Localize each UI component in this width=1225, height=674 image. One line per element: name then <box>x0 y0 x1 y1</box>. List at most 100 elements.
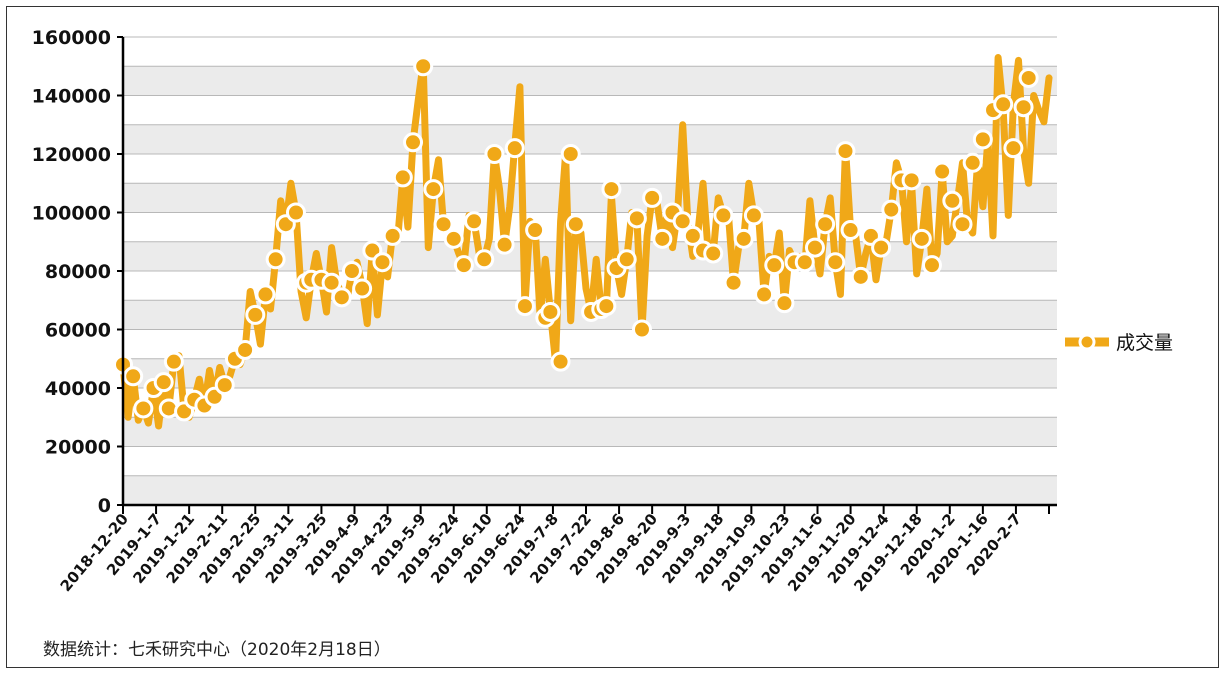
data-point <box>494 234 515 255</box>
series-markers <box>113 56 1039 422</box>
plot-band <box>123 475 1057 505</box>
data-point <box>265 249 286 270</box>
data-point <box>835 141 856 162</box>
y-tick-label: 0 <box>98 495 111 517</box>
data-point <box>631 319 652 340</box>
data-point <box>484 144 505 164</box>
y-tick-label: 20000 <box>45 437 111 459</box>
data-point <box>733 228 754 249</box>
y-axis-ticks: 0 20000 40000 60000 80000 100000 120000 140000 1… <box>32 27 123 517</box>
data-point <box>352 278 373 299</box>
data-point <box>443 228 464 249</box>
x-axis-ticks: 2018-12-202019-1-72019-1-212019-2-112019… <box>57 505 1050 595</box>
plot-band <box>123 66 1057 96</box>
data-point <box>331 287 352 308</box>
data-point <box>321 272 342 293</box>
source-note: 数据统计：七禾研究中心（2020年2月18日） <box>43 640 391 660</box>
plot-band <box>123 446 1057 476</box>
data-point <box>423 179 444 200</box>
data-point <box>764 255 785 276</box>
data-point <box>163 351 184 372</box>
data-point <box>464 211 485 232</box>
data-point <box>616 249 637 270</box>
data-point <box>794 252 815 273</box>
data-point <box>550 351 571 372</box>
data-point <box>713 205 734 226</box>
data-point <box>993 94 1014 115</box>
data-point <box>413 56 434 77</box>
chart-frame: 0 20000 40000 60000 80000 100000 120000 140000 1… <box>6 6 1219 668</box>
legend: 成交量 <box>1065 332 1173 354</box>
data-point <box>514 296 535 317</box>
data-point <box>214 375 235 396</box>
legend-label: 成交量 <box>1116 332 1173 354</box>
data-point <box>921 255 942 276</box>
data-point <box>774 293 795 314</box>
y-tick-label: 100000 <box>32 203 111 225</box>
data-point <box>743 205 764 226</box>
data-point <box>285 202 306 223</box>
y-tick-label: 120000 <box>32 144 111 166</box>
data-point <box>840 220 861 241</box>
data-point <box>392 167 413 188</box>
data-point <box>123 366 144 387</box>
data-point <box>932 161 953 182</box>
data-point <box>372 252 393 273</box>
data-point <box>560 144 581 164</box>
plot-band <box>123 124 1057 154</box>
data-point <box>565 214 586 235</box>
plot-band <box>123 388 1057 418</box>
data-point <box>754 284 775 305</box>
y-tick-label: 140000 <box>32 86 111 108</box>
data-point <box>433 214 454 235</box>
data-point <box>601 179 622 200</box>
data-point <box>255 284 276 305</box>
data-point <box>504 138 525 159</box>
data-point <box>403 132 424 153</box>
data-point <box>133 398 154 419</box>
data-point <box>815 214 836 235</box>
data-point <box>723 272 744 293</box>
data-point <box>626 208 647 229</box>
data-point <box>525 220 546 241</box>
data-point <box>703 243 724 264</box>
data-point <box>1018 67 1039 88</box>
plot-band <box>123 358 1057 388</box>
data-point <box>871 237 892 258</box>
line-chart: 0 20000 40000 60000 80000 100000 120000 140000 1… <box>32 27 1173 660</box>
data-point <box>453 255 474 276</box>
data-point <box>153 372 174 393</box>
data-point <box>962 152 983 173</box>
data-point <box>235 339 256 360</box>
data-point <box>881 199 902 220</box>
data-point <box>825 252 846 273</box>
data-point <box>245 304 266 325</box>
data-point <box>540 301 561 322</box>
plot-band <box>123 417 1057 447</box>
plot-band <box>123 37 1057 67</box>
data-point <box>901 170 922 191</box>
legend-marker-swatch <box>1078 333 1096 351</box>
data-point <box>911 228 932 249</box>
data-point <box>1013 97 1034 118</box>
data-point <box>952 214 973 235</box>
data-point <box>682 225 703 246</box>
data-point <box>474 249 495 270</box>
data-point <box>596 296 617 317</box>
data-point <box>341 261 362 281</box>
y-tick-label: 40000 <box>45 378 111 400</box>
plot-band <box>123 329 1057 359</box>
data-point <box>672 211 693 232</box>
data-point <box>1003 138 1024 159</box>
data-point <box>942 190 963 211</box>
data-point <box>382 225 403 246</box>
y-tick-label: 80000 <box>45 261 111 283</box>
data-point <box>652 228 673 249</box>
y-tick-label: 60000 <box>45 320 111 342</box>
data-point <box>804 237 825 258</box>
data-point <box>642 187 663 208</box>
plot-band <box>123 95 1057 125</box>
data-point <box>972 129 993 150</box>
y-tick-label: 160000 <box>32 27 111 49</box>
data-point <box>850 266 871 287</box>
